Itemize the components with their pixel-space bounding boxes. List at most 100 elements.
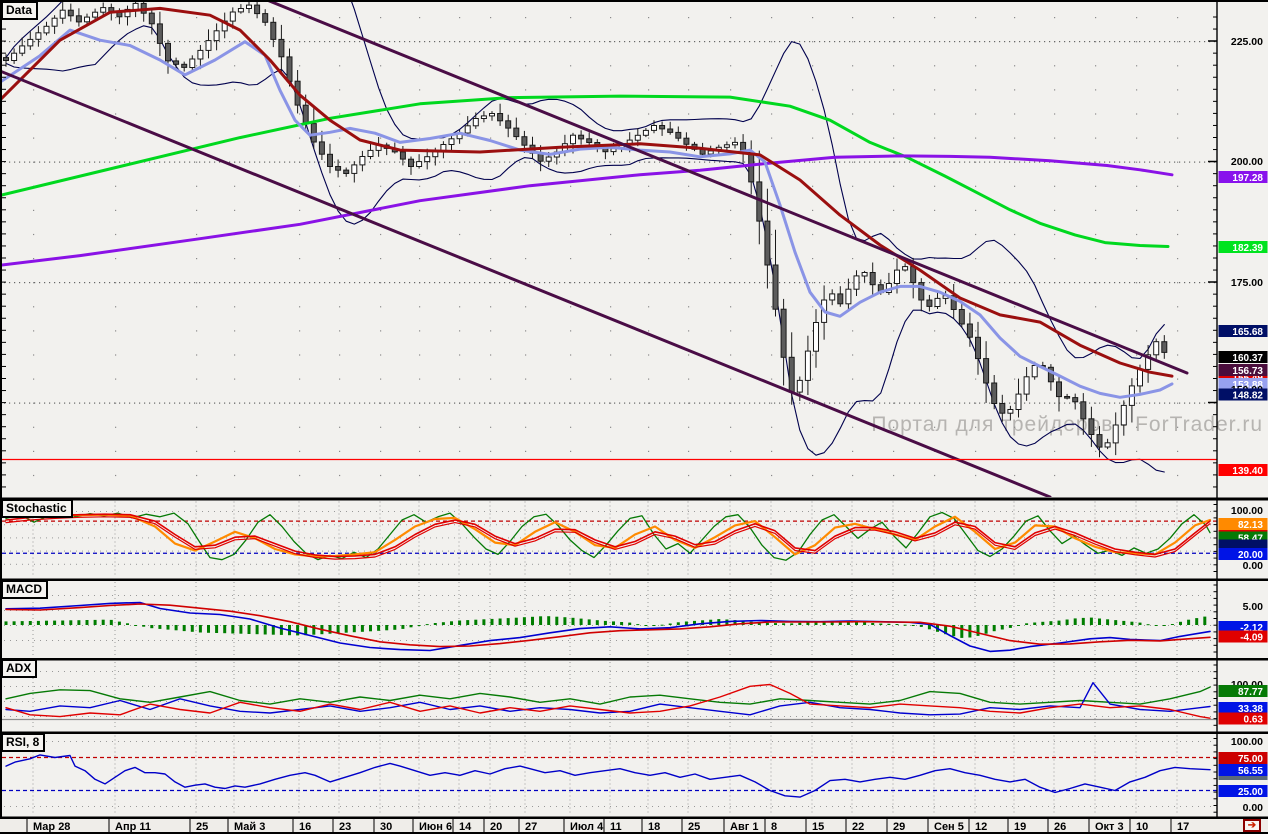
- panel-title-adx: ADX: [2, 660, 38, 678]
- border-bottom: [0, 832, 1268, 834]
- axis-badge: [1218, 712, 1268, 725]
- axis-badge: [1218, 621, 1268, 633]
- axis-badge-label: 160.37: [1232, 353, 1263, 364]
- x-axis-label: 15: [812, 821, 824, 833]
- axis-badge-label: 33.38: [1238, 704, 1263, 715]
- x-axis-label: 16: [299, 821, 311, 833]
- axis-badge: [1218, 752, 1268, 764]
- scroll-right-button[interactable]: ➔: [1243, 819, 1261, 832]
- axis-badge: [1218, 702, 1268, 714]
- x-axis-label: Окт 3: [1095, 821, 1124, 833]
- x-axis-label: 19: [1014, 821, 1026, 833]
- x-axis-label: 11: [610, 821, 622, 833]
- x-axis-strip: [0, 819, 1268, 832]
- x-axis-label: Сен 5: [934, 821, 964, 833]
- x-axis-label: 18: [648, 821, 660, 833]
- moving-averages: [2, 6, 1174, 399]
- axis-label: 100.00: [1231, 505, 1263, 517]
- axis-badge-label: 87.77: [1238, 687, 1263, 698]
- panel-price: [2, 2, 1217, 497]
- macd-signal: [5, 603, 1211, 648]
- axis-badge: [1218, 378, 1268, 390]
- grid-dots: [4, 17, 1216, 477]
- x-axis-label: 30: [380, 821, 392, 833]
- panel-title-stochastic: Stochastic: [2, 500, 73, 518]
- x-axis-label: 27: [525, 821, 537, 833]
- axis-label: 175.00: [1231, 277, 1263, 289]
- panel-title-data: Data: [2, 2, 39, 20]
- stoch-%D-slow: [5, 513, 1211, 558]
- x-axis-label: 25: [196, 821, 208, 833]
- x-axis-label: 10: [1136, 821, 1148, 833]
- x-axis-label: 22: [852, 821, 864, 833]
- axis-badge-label: 58.47: [1238, 533, 1263, 544]
- axis-badge: [1218, 518, 1268, 530]
- axis-badge-label: -4.09: [1240, 632, 1263, 643]
- darkred-ma: [2, 6, 1174, 378]
- x-axis-label: 20: [490, 821, 502, 833]
- axis-label: 0.00: [1243, 560, 1264, 572]
- macd-macd: [5, 601, 1211, 653]
- axis-badge: [1218, 388, 1268, 401]
- axis-badge: [1218, 171, 1268, 183]
- axis-badge: [1218, 548, 1268, 560]
- axis-badge-label: 182.39: [1232, 243, 1263, 254]
- panel-separator: [0, 578, 1268, 581]
- axis-badge: [1218, 785, 1268, 797]
- axis-label: 100.00: [1231, 736, 1263, 748]
- x-axis-label: 12: [975, 821, 987, 833]
- panel-title-macd: MACD: [2, 581, 48, 599]
- adx-adx: [5, 686, 1211, 705]
- x-axis-label: Авг 1: [730, 821, 758, 833]
- bollinger-upper: [5, 2, 1165, 360]
- panel-separator: [0, 497, 1268, 501]
- upper-channel: [267, 2, 1189, 375]
- x-axis-label: 8: [771, 821, 777, 833]
- axis-badge: [1218, 685, 1268, 697]
- axis-badge-label: 0.63: [1244, 714, 1264, 725]
- adx-plus-di: [5, 682, 1211, 716]
- axis-badge-label: 25.00: [1238, 787, 1263, 798]
- green-ma: [2, 94, 1170, 248]
- panel-adx: [2, 662, 1217, 730]
- x-axis-label: Июл 4: [570, 821, 604, 833]
- axis-label: 5.00: [1243, 601, 1264, 613]
- x-axis-label: 23: [339, 821, 351, 833]
- panel-rsi: [2, 735, 1217, 815]
- axis-badge: [1218, 764, 1268, 776]
- axis-badge-label: 197.28: [1232, 173, 1263, 184]
- axis-badge-label: 56.55: [1238, 766, 1263, 777]
- x-axis-label: Май 3: [234, 821, 265, 833]
- stoch-%D: [4, 513, 1212, 558]
- x-axis-label: 29: [893, 821, 905, 833]
- axis-badge-label: 153.88: [1232, 380, 1263, 391]
- border-left: [0, 0, 2, 834]
- axis-badge-label: 165.68: [1232, 327, 1263, 338]
- axis-badge: [1218, 630, 1268, 643]
- axis-badge-label: 139.40: [1232, 466, 1263, 477]
- panel-macd: [4, 582, 1211, 657]
- x-axis-label: Июн 6: [419, 821, 452, 833]
- x-axis-label: Апр 11: [115, 821, 151, 833]
- purple-ma: [2, 154, 1174, 267]
- axis-badge: [1218, 464, 1268, 476]
- x-axis-label: 14: [459, 821, 472, 833]
- x-axis-label: 25: [688, 821, 700, 833]
- axis-label: 225.00: [1231, 36, 1263, 48]
- x-axis-label: 26: [1054, 821, 1066, 833]
- lightblue-ma: [2, 28, 1174, 399]
- adx-minus-di: [5, 683, 1211, 719]
- axis-badge-label: 20.00: [1238, 550, 1263, 561]
- panel-separator: [0, 816, 1268, 819]
- macd-histogram: [4, 616, 1207, 638]
- lower-channel: [2, 70, 1052, 497]
- rsi-line: [5, 754, 1211, 798]
- panel-separator: [0, 658, 1268, 661]
- stoch-%K: [5, 511, 1211, 561]
- axis-label: 200.00: [1231, 156, 1263, 168]
- axis-badge-label: 82.13: [1238, 520, 1263, 531]
- stoch-%D-slow-2: [5, 516, 1211, 560]
